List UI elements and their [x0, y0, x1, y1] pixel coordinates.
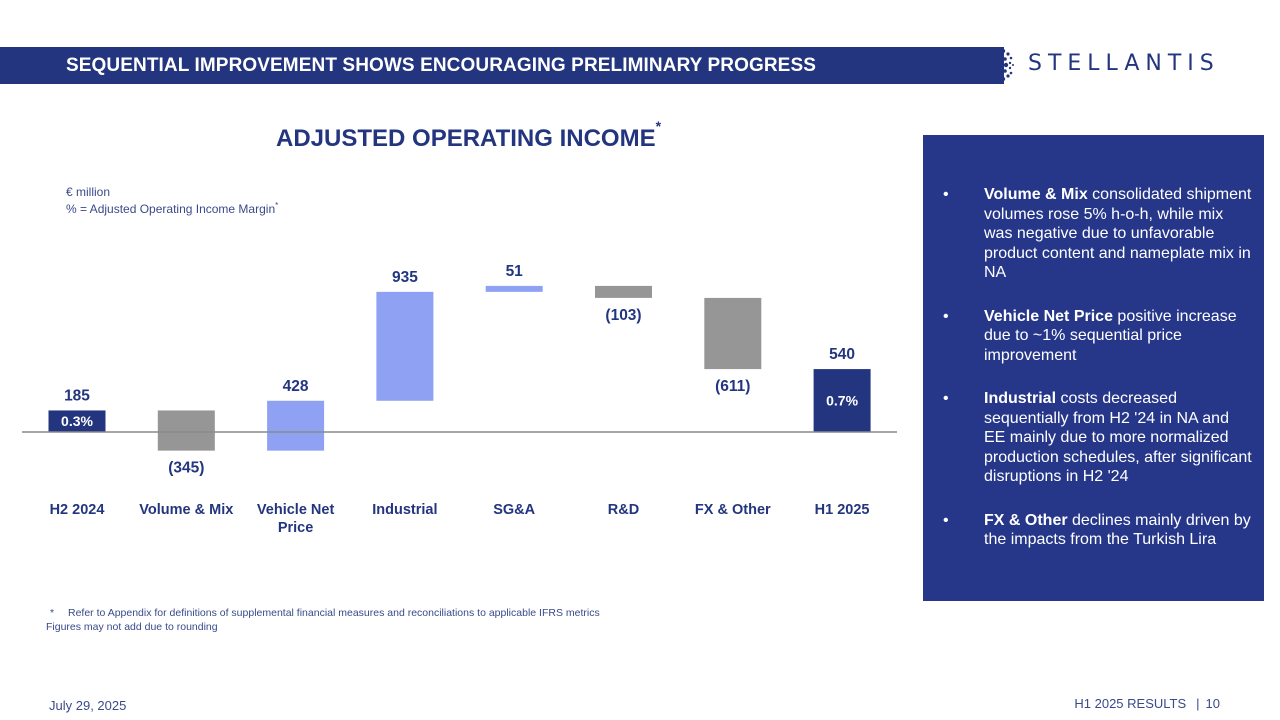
commentary-text: consolidated shipment volumes rose 5% h-…	[984, 186, 1252, 281]
footer-date: July 29, 2025	[49, 698, 127, 713]
value-label: (345)	[168, 460, 204, 477]
footer-separator: |	[1196, 696, 1200, 711]
margin-label: 0.3%	[61, 413, 93, 429]
page-number: 10	[1205, 696, 1220, 711]
units-line-1: € million	[66, 185, 111, 199]
category-label: Price	[278, 520, 313, 536]
bullet-icon: •	[943, 390, 949, 407]
chart-units: € million % = Adjusted Operating Income …	[66, 185, 278, 216]
commentary-text: declines mainly driven by the impacts fr…	[984, 511, 1251, 549]
value-label: 51	[506, 263, 524, 280]
bar	[157, 410, 215, 451]
footnote-line-1: Refer to Appendix for definitions of sup…	[68, 607, 600, 619]
category-label: H2 2024	[50, 502, 105, 518]
commentary-heading: FX & Other	[984, 511, 1068, 529]
category-label: SG&A	[493, 502, 535, 518]
bar	[267, 400, 325, 451]
commentary-heading: Vehicle Net Price	[984, 307, 1113, 325]
header-band: SEQUENTIAL IMPROVEMENT SHOWS ENCOURAGING…	[0, 47, 1004, 84]
commentary-item: • Vehicle Net Price positive increase due…	[943, 307, 1253, 366]
value-label: 540	[829, 346, 855, 363]
chart-title-marker: *	[655, 118, 662, 134]
category-label: R&D	[608, 502, 639, 518]
footer-label: H1 2025 RESULTS	[1074, 696, 1187, 711]
units-marker: *	[275, 201, 279, 210]
bar	[485, 285, 543, 292]
commentary-heading: Volume & Mix	[984, 186, 1088, 203]
commentary-item: • Volume & Mix consolidated shipment volu…	[943, 185, 1253, 283]
category-label: FX & Other	[695, 502, 771, 518]
commentary-heading: Industrial	[984, 390, 1057, 407]
bar	[595, 285, 652, 298]
chart-title: ADJUSTED OPERATING INCOME*	[276, 118, 661, 153]
category-label: Vehicle Net	[257, 502, 335, 518]
footnote-marker: *	[50, 607, 55, 619]
margin-label: 0.7%	[826, 393, 858, 409]
value-label: 428	[283, 378, 309, 395]
category-label: Volume & Mix	[139, 502, 233, 518]
commentary-text: positive increase due to ~1% sequential …	[984, 307, 1237, 364]
units-line-2: % = Adjusted Operating Income Margin	[66, 202, 276, 216]
slide-title: SEQUENTIAL IMPROVEMENT SHOWS ENCOURAGING…	[66, 55, 816, 76]
logo-mark-icon	[1000, 48, 1014, 82]
chart-title-text: ADJUSTED OPERATING INCOME	[276, 125, 656, 152]
bullet-icon: •	[943, 186, 949, 203]
value-label: (103)	[605, 307, 641, 324]
footnote-line-2: Figures may not add due to rounding	[46, 621, 218, 633]
bar	[48, 410, 106, 432]
bar	[704, 297, 762, 370]
commentary-panel: • Volume & Mix consolidated shipment volu…	[923, 135, 1264, 601]
commentary-list: • Volume & Mix consolidated shipment volu…	[943, 185, 1253, 574]
commentary-item: • Industrial costs decreased sequentially…	[943, 389, 1253, 487]
bullet-icon: •	[943, 511, 949, 529]
commentary-item: • FX & Other declines mainly driven by th…	[943, 511, 1253, 550]
value-label: 935	[392, 269, 418, 286]
stellantis-logo: STELLANTIS	[996, 42, 1236, 88]
footnotes: * Refer to Appendix for definitions of su…	[46, 606, 600, 634]
value-label: (611)	[715, 378, 750, 395]
bar	[376, 291, 434, 401]
category-label: Industrial	[372, 502, 437, 518]
logo-wordmark: STELLANTIS	[1028, 51, 1220, 76]
commentary-text: costs decreased sequentially from H2 '24…	[984, 390, 1252, 485]
waterfall-chart: 185 (345) 428 935 51 (103) (611) 540 0.3% 0.7% H2 …	[22, 263, 897, 536]
bullet-icon: •	[943, 307, 949, 325]
footer-page-info: H1 2025 RESULTS | 10	[1074, 696, 1220, 711]
bar	[813, 369, 871, 432]
category-label: H1 2025	[815, 502, 870, 518]
value-label: 185	[64, 387, 90, 404]
